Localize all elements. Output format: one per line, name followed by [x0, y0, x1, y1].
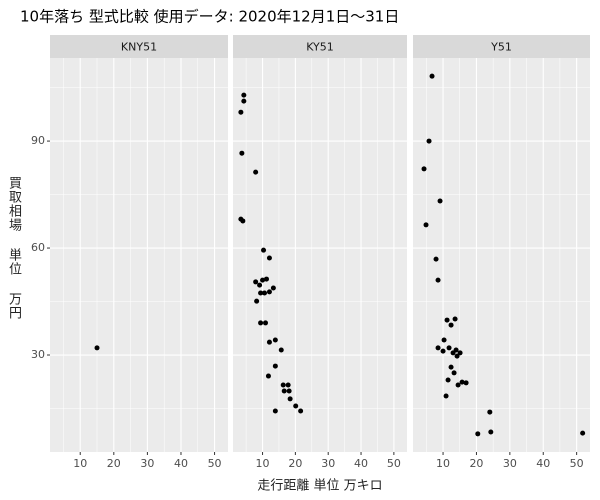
facet-label: Y51: [490, 41, 512, 54]
x-axis-label: 走行距離 単位 万キロ: [257, 478, 382, 494]
point: [445, 377, 451, 383]
point: [475, 431, 481, 437]
point: [448, 364, 454, 370]
facet-label: KY51: [306, 41, 334, 54]
point: [241, 98, 247, 104]
y-tick-label: 90: [31, 134, 45, 147]
point: [454, 353, 460, 359]
x-tick-label: 10: [73, 457, 87, 470]
point: [421, 166, 427, 172]
point: [258, 290, 264, 296]
point: [238, 109, 244, 115]
point: [258, 320, 264, 326]
point: [463, 380, 469, 386]
point: [253, 169, 259, 175]
point: [287, 396, 293, 402]
point: [293, 403, 299, 409]
point: [440, 348, 446, 354]
point: [488, 429, 494, 435]
point: [450, 350, 456, 356]
point: [487, 409, 493, 415]
x-tick-label: 20: [288, 457, 302, 470]
point: [263, 276, 269, 282]
point: [263, 320, 269, 326]
point: [433, 256, 439, 262]
point: [239, 150, 245, 156]
point: [261, 247, 267, 253]
point: [285, 382, 291, 388]
panel: [413, 58, 590, 452]
y-tick-label: 30: [31, 348, 45, 361]
x-tick-label: 30: [503, 457, 517, 470]
point: [448, 322, 454, 328]
point: [443, 393, 449, 399]
point: [253, 279, 259, 285]
point: [437, 198, 443, 204]
point: [260, 277, 266, 283]
point: [441, 337, 447, 343]
x-tick-label: 40: [174, 457, 188, 470]
point: [435, 277, 441, 283]
x-tick-label: 20: [107, 457, 121, 470]
point: [272, 363, 278, 369]
x-tick-label: 10: [436, 457, 450, 470]
x-tick-label: 50: [208, 457, 222, 470]
point: [240, 218, 246, 224]
strip: [413, 35, 590, 58]
point: [444, 317, 450, 323]
point: [257, 282, 263, 288]
point: [94, 345, 100, 351]
point: [446, 345, 452, 351]
point: [423, 222, 429, 228]
strip: [50, 35, 228, 58]
point: [265, 373, 271, 379]
y-tick-label: 60: [31, 241, 45, 254]
point: [280, 382, 286, 388]
x-tick-label: 40: [536, 457, 550, 470]
point: [457, 350, 463, 356]
point: [451, 370, 457, 376]
point: [266, 255, 272, 261]
point: [435, 345, 441, 351]
panel: [233, 58, 407, 452]
point: [298, 408, 304, 414]
panel: [50, 58, 228, 452]
point: [426, 138, 432, 144]
facet-label: KNY51: [121, 41, 157, 54]
x-tick-label: 10: [256, 457, 270, 470]
x-tick-label: 40: [354, 457, 368, 470]
point: [286, 388, 292, 394]
point: [270, 285, 276, 291]
x-tick-label: 30: [321, 457, 335, 470]
chart-title: 10年落ち 型式比較 使用データ: 2020年12月1日～31日: [20, 8, 399, 26]
point: [278, 347, 284, 353]
y-axis-label: 買取相場 単位 万円: [6, 176, 21, 320]
x-tick-label: 50: [570, 457, 584, 470]
point: [272, 337, 278, 343]
point: [459, 379, 465, 385]
point: [266, 339, 272, 345]
point: [266, 289, 272, 295]
point: [241, 92, 247, 98]
point: [455, 382, 461, 388]
strip: [233, 35, 407, 58]
x-tick-label: 20: [469, 457, 483, 470]
point: [281, 388, 287, 394]
point: [272, 408, 278, 414]
point: [580, 430, 586, 436]
point: [429, 73, 435, 79]
x-tick-label: 50: [387, 457, 401, 470]
point: [262, 290, 268, 296]
point: [254, 298, 260, 304]
point: [452, 316, 458, 322]
x-tick-label: 30: [140, 457, 154, 470]
